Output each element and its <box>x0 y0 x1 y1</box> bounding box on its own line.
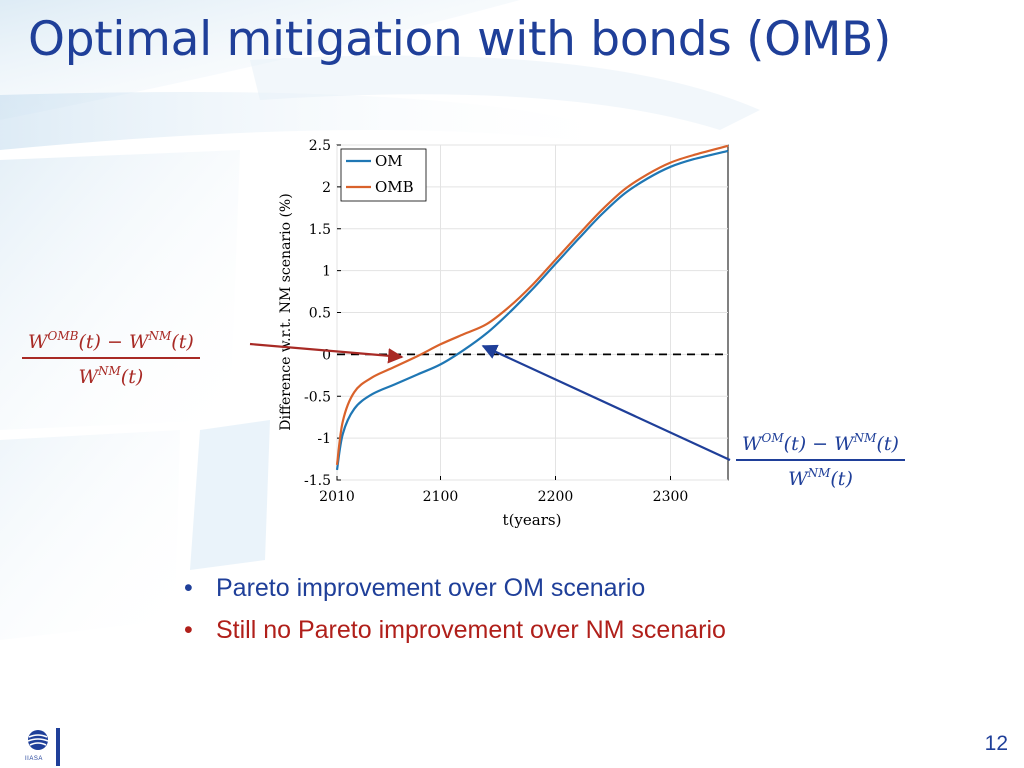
legend-label-omb: OMB <box>375 178 414 196</box>
legend: OM OMB <box>340 148 427 202</box>
omb-formula-numerator: WOMB(t) − WNM(t) <box>28 329 194 353</box>
om-formula: WOM(t) − WNM(t) WNM(t) <box>736 432 905 489</box>
y-axis-label: Difference w.r.t. NM scenario (%) <box>278 193 294 430</box>
x-tick-label: 2300 <box>653 489 689 505</box>
om-formula-fraction-bar <box>736 459 905 461</box>
x-tick-label: 2100 <box>423 489 459 505</box>
y-tick-label: -1.5 <box>304 473 331 489</box>
y-tick-label: -0.5 <box>304 389 331 405</box>
x-axis: 2010 2100 2200 2300 <box>319 476 688 505</box>
bullet-item: Still no Pareto improvement over NM scen… <box>182 614 726 656</box>
om-formula-numerator: WOM(t) − WNM(t) <box>742 431 899 455</box>
bullet-list: Pareto improvement over OM scenario Stil… <box>182 572 726 656</box>
x-tick-label: 2010 <box>319 489 355 505</box>
page-number: 12 <box>984 732 1008 755</box>
omb-formula-fraction-bar <box>22 357 200 359</box>
omb-formula-denominator: WNM(t) <box>78 364 144 388</box>
grid <box>336 144 728 481</box>
om-annotation-arrow <box>481 344 731 461</box>
iiasa-globe-icon <box>27 730 49 750</box>
y-tick-label: 1 <box>322 264 331 280</box>
logo-text: IIASA <box>25 756 43 762</box>
omb-annotation-arrow <box>249 342 404 364</box>
y-tick-label: 0.5 <box>309 306 331 322</box>
y-axis: -1.5 -1 -0.5 0 0.5 1 1.5 2 2.5 <box>304 138 341 489</box>
slide-title: Optimal mitigation with bonds (OMB) <box>28 12 892 67</box>
om-formula-denominator: WNM(t) <box>788 466 853 490</box>
logo-divider-bar <box>56 728 60 766</box>
y-tick-label: 2.5 <box>309 138 331 154</box>
series-line-omb <box>335 144 729 466</box>
bullet-item: Pareto improvement over OM scenario <box>182 572 726 614</box>
series-line-om <box>335 149 729 471</box>
y-tick-label: -1 <box>317 431 331 447</box>
y-tick-label: 2 <box>322 180 331 196</box>
legend-label-om: OM <box>375 152 403 170</box>
y-tick-label: 1.5 <box>309 222 331 238</box>
omb-formula: WOMB(t) − WNM(t) WNM(t) <box>22 330 200 387</box>
x-tick-label: 2200 <box>538 489 574 505</box>
y-tick-label: 0 <box>322 347 331 363</box>
iiasa-logo: IIASA <box>24 728 64 766</box>
x-axis-label: t(years) <box>503 511 562 529</box>
